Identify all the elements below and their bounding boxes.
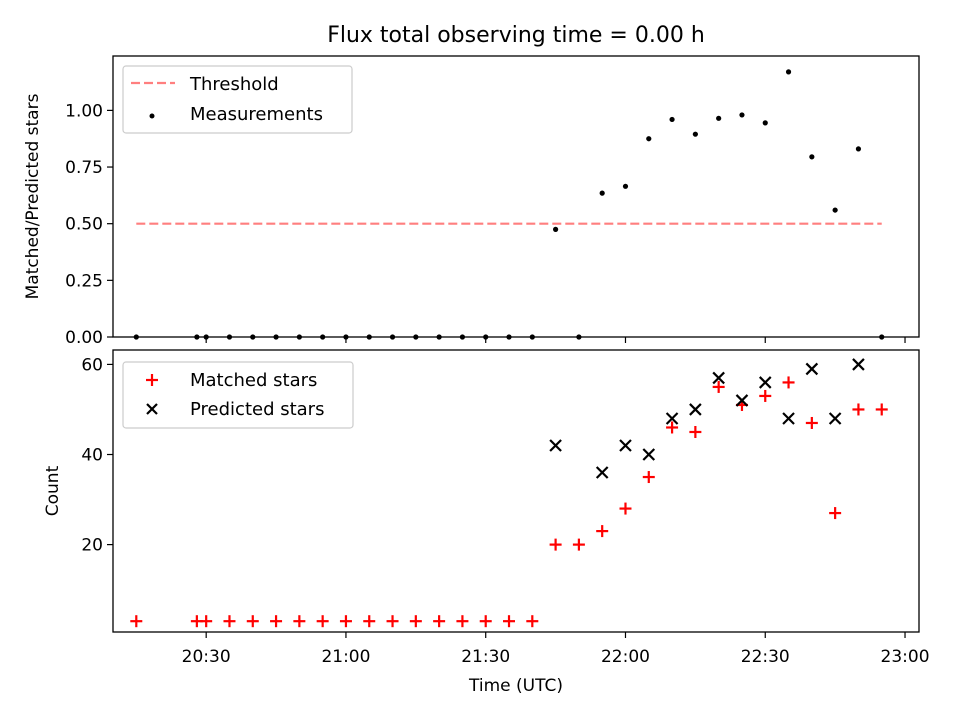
bottom-y-axis-label: Count [43,465,63,516]
predicted-star-point [549,439,562,452]
matched-star-point [316,615,329,628]
top-y-tick-label: 0.50 [65,215,103,235]
predicted-star-point [805,362,819,376]
legend-predicted-label: Predicted stars [190,399,324,420]
predicted-star-point [642,448,656,461]
matched-star-point [782,376,795,389]
predicted-star-point [712,371,725,385]
matched-star-point [339,615,352,628]
x-tick-label: 23:00 [881,647,930,667]
matched-star-point [689,425,702,438]
legend-predicted-swatch [146,403,158,415]
chart-title: Flux total observing time = 0.00 h [327,23,705,48]
matched-star-point [875,403,888,416]
matched-star-point [363,615,376,628]
matched-star-point [619,502,632,515]
matched-star-point [409,615,422,628]
matched-star-point [386,615,399,628]
predicted-star-point [689,403,702,416]
matched-star-point [596,525,609,538]
matched-star-point [293,615,306,628]
matched-star-point [130,615,143,628]
bottom-y-tick-label: 20 [81,536,103,556]
top-legend-box [122,65,353,134]
predicted-star-point [595,466,609,479]
measurement-point [622,183,629,189]
measurement-point [855,146,862,152]
legend-matched-swatch [146,374,158,386]
matched-star-point [526,615,539,628]
measurement-point [785,69,792,75]
matched-star-point [200,615,213,628]
bottom-y-tick-label: 40 [81,446,103,466]
predicted-star-point [665,412,679,425]
bottom-y-tick-label: 60 [81,355,103,375]
predicted-star-point [758,376,772,389]
matched-star-point [666,421,679,434]
measurement-point [669,116,675,123]
x-tick-label: 22:30 [741,647,790,667]
matched-star-point [246,615,259,628]
measurement-point [832,207,838,213]
matched-star-point [503,615,516,628]
matched-star-point [270,615,283,628]
x-tick-label: 21:00 [321,647,370,667]
matched-star-point [572,538,585,551]
x-tick-label: 20:30 [182,647,231,667]
top-legend: Threshold Measurements [122,65,353,134]
legend-threshold-label: Threshold [189,74,279,95]
matched-star-point [549,538,562,551]
matched-star-point [712,380,725,393]
matched-star-point [223,615,236,628]
x-axis-label: Time (UTC) [468,676,563,696]
top-y-tick-label: 0.25 [65,271,103,291]
matched-star-point [852,403,865,416]
bottom-legend: Matched stars Predicted stars [122,361,354,429]
legend-measurements-swatch [149,113,155,119]
matched-star-point [456,615,469,628]
measurement-point [716,115,722,121]
measurement-point [646,136,652,142]
x-tick-label: 21:30 [461,647,510,667]
top-y-tick-label: 1.00 [65,101,103,121]
top-panel: 0.00 0.25 0.50 0.75 1.00 Matched/Predicted s… [23,55,920,348]
top-axes-frame [112,55,920,338]
matched-star-point [805,416,818,429]
predicted-star-point [619,439,632,452]
predicted-star-point [782,412,795,425]
predicted-star-point [828,412,842,425]
measurement-point [762,120,768,126]
bottom-axes-frame [112,349,920,633]
legend-matched-label: Matched stars [190,370,317,391]
measurement-point [692,131,698,137]
matched-star-point [759,389,772,402]
predicted-star-point [735,394,749,407]
x-tick-label: 22:00 [601,647,650,667]
matched-star-point [479,615,492,628]
bottom-panel: 20 40 60 20:30 21:00 21:30 22:00 22:30 23:00 Co… [43,349,930,696]
top-y-tick-label: 0.75 [65,158,103,178]
measurement-point [809,154,815,160]
top-y-tick-label: 0.00 [65,328,103,348]
measurement-point [599,190,605,196]
predicted-star-point [852,358,865,371]
measurement-point [553,226,559,232]
bottom-legend-box [122,361,354,429]
matched-star-point [642,471,655,484]
matched-star-point [829,507,842,520]
measurement-point [739,112,745,118]
matched-star-point [433,615,446,628]
legend-measurements-label: Measurements [190,104,323,125]
top-y-axis-label: Matched/Predicted stars [23,93,43,299]
